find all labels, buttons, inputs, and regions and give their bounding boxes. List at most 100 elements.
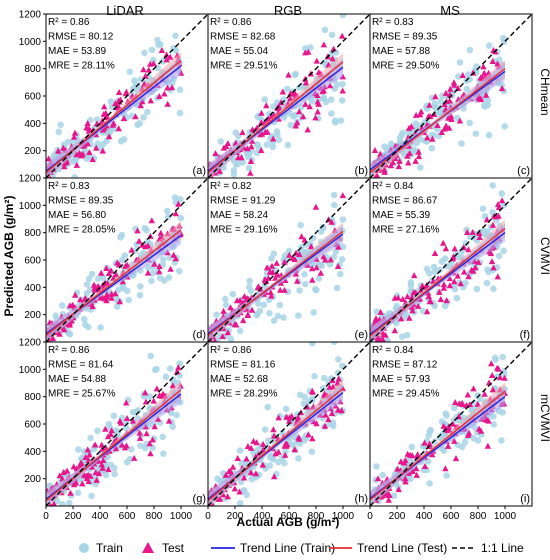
test-point <box>413 465 420 472</box>
test-point <box>447 85 454 92</box>
test-point <box>163 51 170 58</box>
test-point <box>406 314 413 321</box>
train-point <box>308 98 316 105</box>
test-point <box>305 431 312 438</box>
train-point <box>172 32 179 40</box>
stat-text: RMSE = 81.16 <box>210 360 276 371</box>
test-point <box>372 316 379 323</box>
test-point <box>243 455 250 462</box>
stat-text: RMSE = 86.67 <box>372 196 438 207</box>
test-point <box>484 442 492 449</box>
test-point <box>281 258 288 265</box>
test-point <box>302 100 309 107</box>
test-point <box>231 485 239 492</box>
test-point <box>105 133 113 140</box>
test-point <box>374 475 382 482</box>
train-point <box>437 98 445 105</box>
x-tick-label: 200 <box>227 511 244 522</box>
test-point <box>397 315 405 322</box>
test-point <box>262 129 269 135</box>
test-point <box>335 375 342 382</box>
test-point <box>285 71 292 78</box>
train-point <box>500 247 508 255</box>
train-point <box>274 312 282 320</box>
row-title-chmean: CHmean <box>538 68 550 115</box>
test-point <box>247 444 255 451</box>
train-point <box>270 317 278 325</box>
x-tick-label: 200 <box>389 511 406 522</box>
train-point <box>66 499 73 506</box>
train-point <box>425 432 433 439</box>
test-point <box>147 97 154 104</box>
train-point <box>280 314 287 321</box>
train-point <box>470 435 478 442</box>
train-point <box>406 475 414 483</box>
test-point <box>275 414 282 421</box>
test-point <box>110 119 117 126</box>
train-point <box>283 85 291 93</box>
train-point <box>94 427 101 435</box>
test-point <box>247 169 254 176</box>
test-point <box>295 434 302 441</box>
test-point <box>91 441 99 448</box>
test-point <box>423 308 431 315</box>
one-to-one-line <box>46 178 208 342</box>
test-point <box>227 304 234 311</box>
train-point <box>260 301 268 309</box>
stat-text: MRE = 25.67% <box>48 389 116 400</box>
stat-text: R² = 0.83 <box>48 181 90 192</box>
train-point <box>498 190 506 197</box>
test-point <box>327 256 334 263</box>
test-point <box>313 264 320 271</box>
test-point <box>320 41 328 48</box>
train-point <box>253 141 261 148</box>
train-point <box>148 277 155 285</box>
train-point <box>311 372 318 380</box>
panel-grid: 200 400 600 800 1000 1200 R² = 0.86 RMSE = 80.1… <box>19 10 533 522</box>
train-point <box>499 353 507 361</box>
test-point <box>424 134 431 141</box>
x-tick-label: 400 <box>416 511 433 522</box>
test-point <box>268 262 276 269</box>
train-point <box>102 471 110 479</box>
test-point <box>142 389 149 396</box>
train-point <box>287 121 294 129</box>
train-point <box>245 283 253 291</box>
train-point <box>87 434 94 442</box>
train-point <box>276 301 284 309</box>
trend-line-test <box>370 228 506 337</box>
train-point <box>254 300 262 308</box>
train-point <box>126 68 134 76</box>
test-point <box>490 264 497 271</box>
test-point <box>259 461 266 468</box>
test-point <box>334 406 342 413</box>
panel-b: R² = 0.86 RMSE = 82.68 MAE = 55.04 MRE = 29… <box>207 13 371 179</box>
test-point <box>294 277 301 284</box>
test-point <box>404 293 411 300</box>
test-point <box>334 263 342 269</box>
test-point <box>103 291 111 298</box>
test-point <box>89 303 96 310</box>
test-point <box>322 411 329 418</box>
trend-line-test <box>208 387 344 502</box>
test-point <box>405 159 412 166</box>
y-tick-label: 200 <box>24 310 41 321</box>
train-point <box>284 141 292 149</box>
train-point <box>408 443 416 451</box>
train-point <box>246 277 253 285</box>
train-point <box>160 450 167 458</box>
train-point <box>431 438 438 446</box>
test-point <box>374 337 380 342</box>
test-point <box>151 423 158 430</box>
test-point <box>501 374 508 381</box>
train-point <box>93 116 101 123</box>
test-point <box>394 465 401 472</box>
train-point <box>500 202 508 209</box>
test-point <box>161 90 168 97</box>
train-point <box>80 315 88 323</box>
test-point <box>408 123 415 130</box>
train-point <box>451 404 458 412</box>
train-point <box>312 285 319 293</box>
test-point <box>259 440 267 447</box>
train-point <box>490 285 497 293</box>
